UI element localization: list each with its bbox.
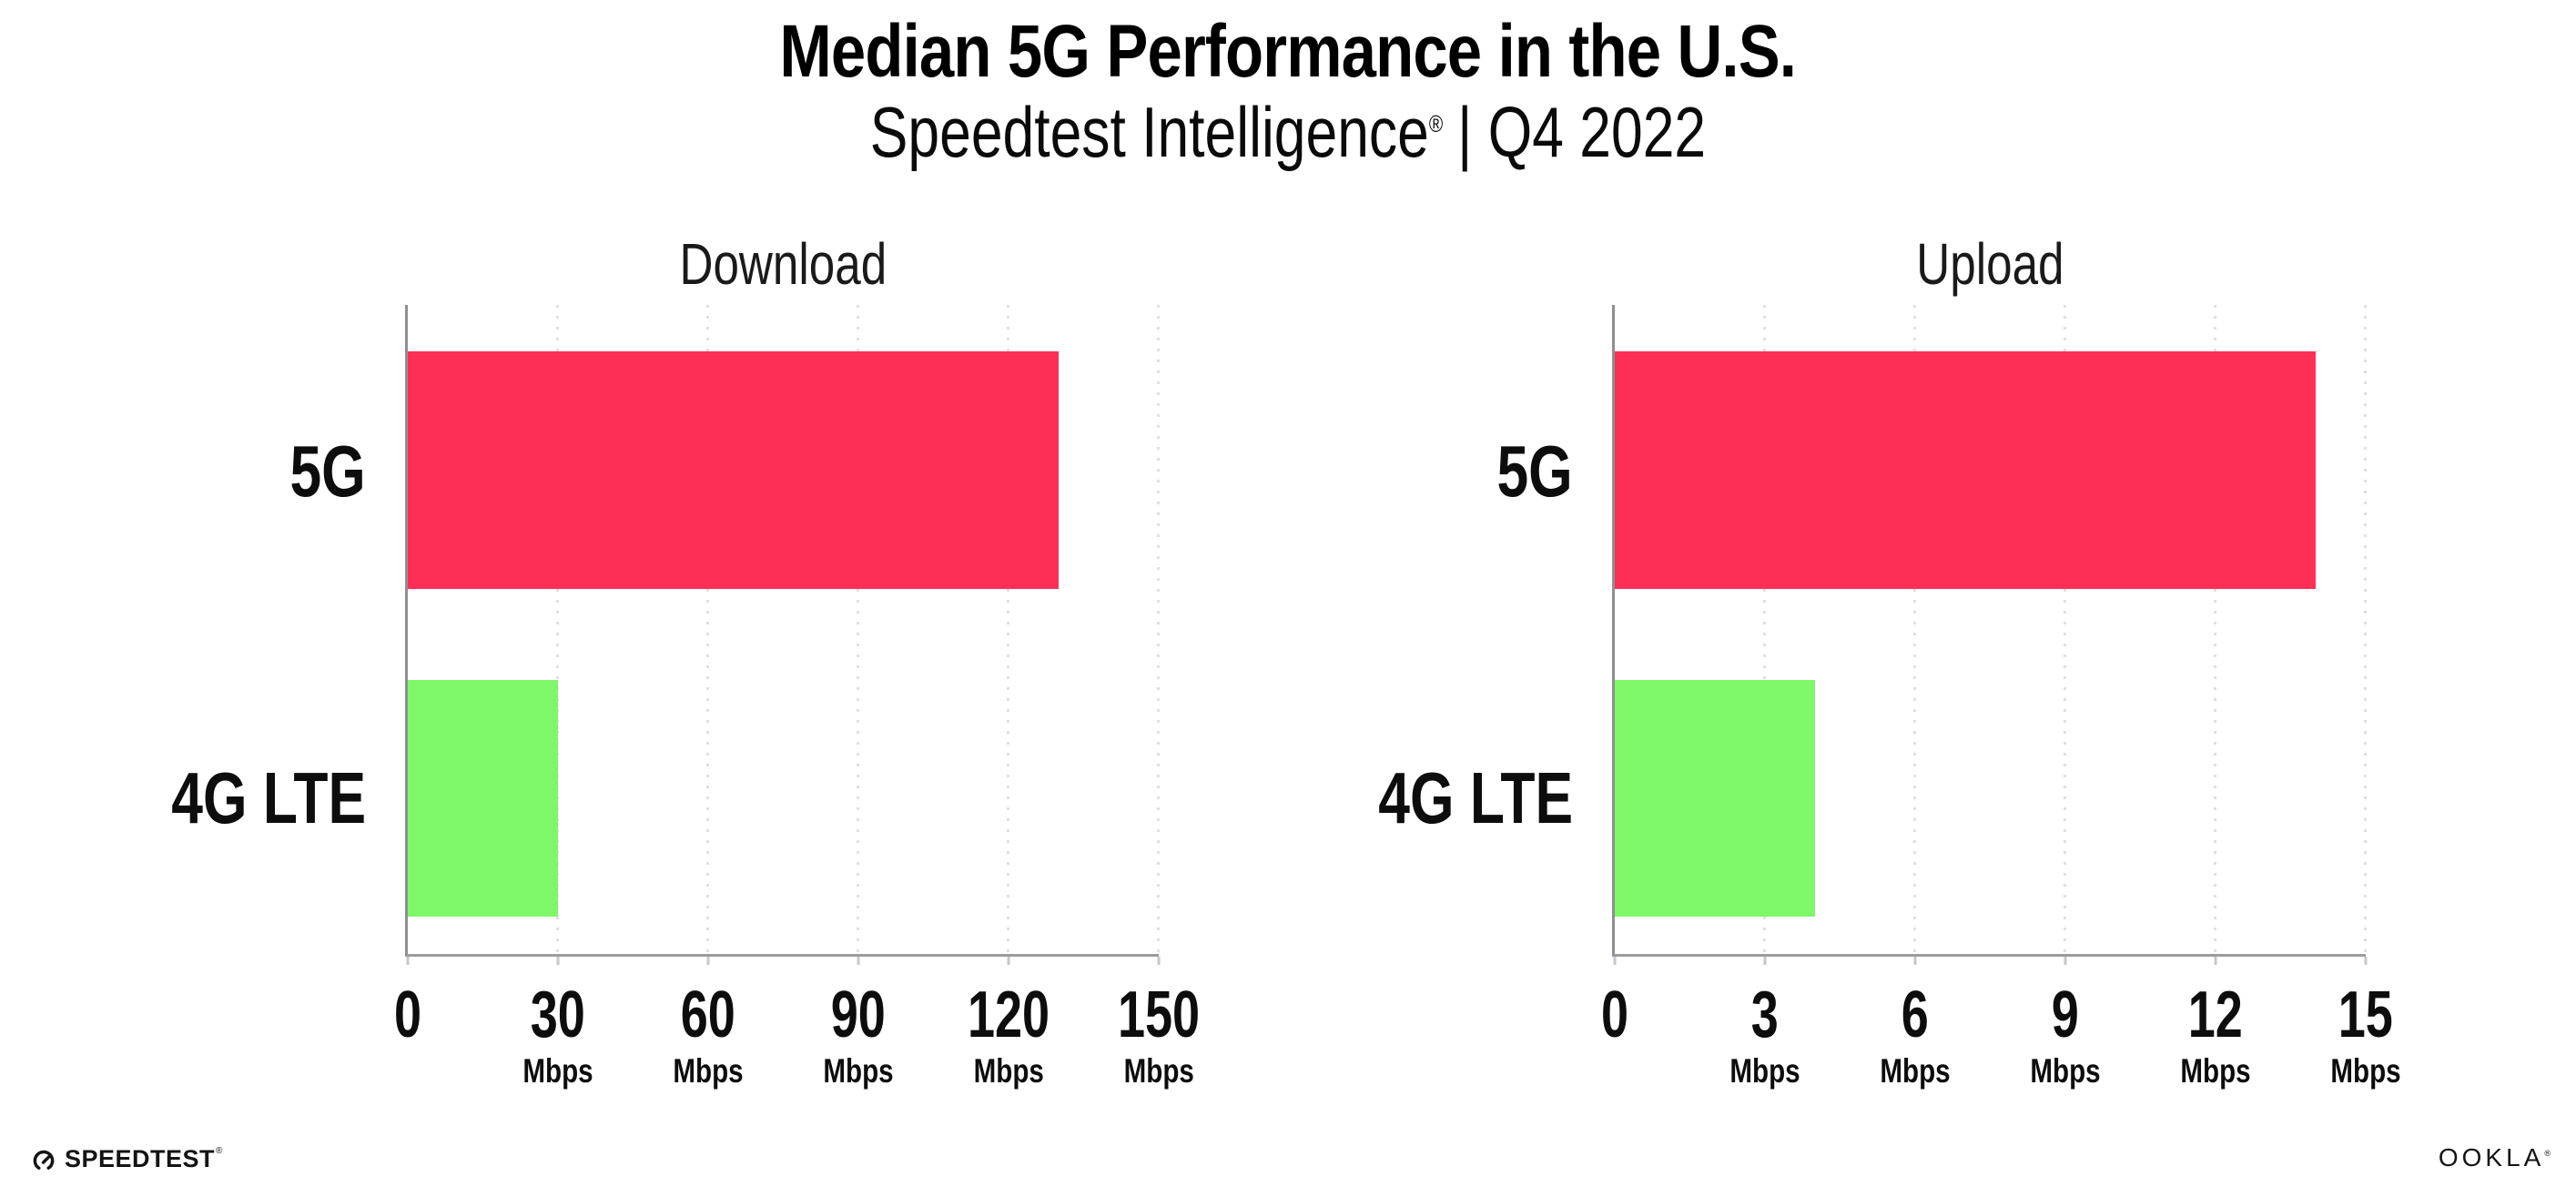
page-title: Median 5G Performance in the U.S. — [779, 10, 1798, 93]
x-tick-value: 30 — [530, 979, 586, 1051]
x-tick-value: 3 — [1750, 979, 1780, 1051]
tick-mark-3 — [1763, 957, 1767, 965]
y-label-5g: 5G — [289, 430, 366, 512]
gridline-12 — [2214, 305, 2216, 954]
gridline-90 — [857, 305, 859, 954]
x-tick-unit: Mbps — [823, 1052, 894, 1090]
x-tick-60: 60 Mbps — [664, 982, 753, 1088]
gridline-3 — [1763, 305, 1766, 954]
download-chart-title: Download — [679, 231, 887, 297]
bar-5g — [408, 351, 1059, 589]
upload-plot-area — [1612, 305, 2367, 957]
tick-mark-120 — [1007, 957, 1010, 965]
ookla-logo: OOKLA® — [2439, 1143, 2551, 1172]
x-tick-value: 0 — [1600, 979, 1629, 1051]
x-tick-value: 15 — [2338, 979, 2394, 1051]
x-tick-120: 120 Mbps — [954, 982, 1063, 1088]
gridline-60 — [706, 305, 709, 954]
download-x-axis: 0 30 Mbps 60 Mbps 90 Mbps 120 Mbps 150 Mbps — [394, 957, 1200, 1093]
tick-mark-90 — [857, 957, 860, 965]
x-tick-unit: Mbps — [1729, 1052, 1800, 1090]
gridline-9 — [2064, 305, 2066, 954]
bar-4g-lte — [1615, 680, 1815, 918]
ookla-registered-mark-icon: ® — [2544, 1149, 2551, 1158]
x-tick-3: 3 Mbps — [1721, 982, 1810, 1088]
x-tick-value: 150 — [1117, 979, 1201, 1051]
tick-mark-12 — [2214, 957, 2217, 965]
x-tick-30: 30 Mbps — [514, 982, 603, 1088]
gridline-120 — [1007, 305, 1009, 954]
tick-mark-6 — [1913, 957, 1917, 965]
x-tick-unit: Mbps — [1880, 1052, 1951, 1090]
upload-chart-body: 5G 4G LTE — [1378, 305, 2367, 957]
speedtest-logo-text: SPEEDTEST — [65, 1145, 216, 1172]
upload-y-axis-labels: 5G 4G LTE — [1378, 305, 1612, 957]
x-tick-value: 12 — [2187, 979, 2244, 1051]
download-chart-body: 5G 4G LTE — [171, 305, 1160, 957]
x-tick-value: 9 — [2051, 979, 2080, 1051]
y-label-5g: 5G — [1496, 430, 1573, 512]
gridline-6 — [1913, 305, 1916, 954]
x-tick-value: 0 — [393, 979, 422, 1051]
x-tick-unit: Mbps — [973, 1052, 1044, 1090]
x-tick-9: 9 Mbps — [2022, 982, 2110, 1088]
speedtest-registered-mark-icon: ® — [216, 1146, 223, 1156]
x-tick-0: 0 — [1597, 982, 1633, 1048]
download-plot-area — [405, 305, 1160, 957]
y-label-4g-lte: 4G LTE — [171, 757, 366, 838]
gridline-30 — [556, 305, 559, 954]
gridline-15 — [2364, 305, 2367, 954]
x-tick-150: 150 Mbps — [1104, 982, 1213, 1088]
tick-mark-15 — [2364, 957, 2368, 965]
tick-mark-150 — [1157, 957, 1161, 965]
x-tick-6: 6 Mbps — [1871, 982, 1960, 1088]
x-tick-unit: Mbps — [1123, 1052, 1194, 1090]
ookla-logo-text: OOKLA — [2438, 1143, 2545, 1172]
tick-mark-30 — [556, 957, 560, 965]
bar-5g — [1615, 351, 2316, 589]
page-subtitle: Speedtest Intelligence® | Q4 2022 — [0, 96, 2576, 167]
x-tick-unit: Mbps — [2330, 1052, 2401, 1090]
x-tick-unit: Mbps — [2180, 1052, 2251, 1090]
download-chart: Download 5G 4G LTE 0 30 Mbps 60 Mbps 90 Mbps 120… — [171, 231, 1200, 1093]
registered-mark-icon: ® — [1428, 110, 1444, 138]
bar-4g-lte — [408, 680, 558, 918]
upload-chart: Upload 5G 4G LTE 0 3 Mbps 6 Mbps 9 Mbps 12 Mbps 15… — [1378, 231, 2401, 1093]
x-tick-value: 6 — [1901, 979, 1930, 1051]
subtitle-brand: Speedtest Intelligence — [869, 92, 1429, 173]
tick-mark-0 — [1613, 957, 1617, 965]
x-tick-unit: Mbps — [673, 1052, 744, 1090]
subtitle-period: | Q4 2022 — [1457, 92, 1707, 173]
x-tick-15: 15 Mbps — [2322, 982, 2410, 1088]
x-tick-12: 12 Mbps — [2172, 982, 2260, 1088]
speedtest-gauge-icon — [33, 1150, 55, 1170]
gridline-150 — [1157, 305, 1160, 954]
x-tick-90: 90 Mbps — [815, 982, 903, 1088]
tick-mark-9 — [2064, 957, 2067, 965]
y-label-4g-lte: 4G LTE — [1378, 757, 1573, 838]
x-tick-unit: Mbps — [522, 1052, 593, 1090]
speedtest-logo: SPEEDTEST ® — [31, 1145, 222, 1173]
upload-x-axis: 0 3 Mbps 6 Mbps 9 Mbps 12 Mbps 15 Mbps — [1601, 957, 2401, 1093]
tick-mark-0 — [406, 957, 410, 965]
x-tick-value: 120 — [967, 979, 1050, 1051]
x-tick-unit: Mbps — [2030, 1052, 2101, 1090]
download-y-axis-labels: 5G 4G LTE — [171, 305, 405, 957]
x-tick-0: 0 — [390, 982, 426, 1048]
upload-chart-title: Upload — [1916, 231, 2064, 297]
x-tick-value: 60 — [680, 979, 736, 1051]
header: Median 5G Performance in the U.S. Speedt… — [0, 10, 2576, 167]
tick-mark-60 — [706, 957, 710, 965]
x-tick-value: 90 — [830, 979, 887, 1051]
